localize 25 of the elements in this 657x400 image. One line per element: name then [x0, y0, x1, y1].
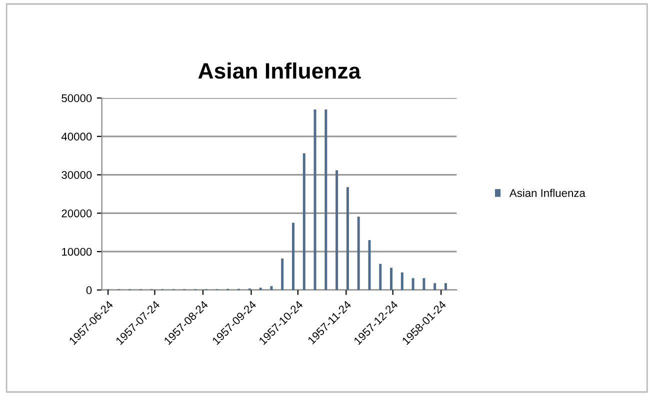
bar: [292, 222, 294, 290]
y-tick-label: 50000: [62, 94, 92, 102]
bar: [412, 278, 414, 290]
bar: [302, 153, 306, 290]
bar: [281, 258, 284, 290]
y-tick-label: 30000: [62, 171, 92, 179]
bar: [336, 170, 338, 290]
y-tick-label: 10000: [62, 248, 92, 256]
bar: [270, 286, 273, 290]
bar: [444, 283, 447, 290]
bar: [390, 268, 393, 290]
y-tick-label: 20000: [62, 209, 92, 218]
y-tick-label: 40000: [61, 132, 92, 141]
chart-title: Asian Influenza: [198, 62, 361, 79]
bar: [368, 240, 371, 290]
y-tick-label: 0: [86, 286, 92, 294]
bar: [379, 264, 382, 290]
bar: [346, 187, 349, 290]
legend-label: Asian Influenza: [509, 188, 586, 197]
bar: [400, 272, 404, 290]
bar: [434, 283, 436, 290]
bar: [324, 110, 328, 290]
bar: [357, 216, 360, 290]
bar: [422, 278, 426, 290]
bar: [314, 110, 316, 290]
